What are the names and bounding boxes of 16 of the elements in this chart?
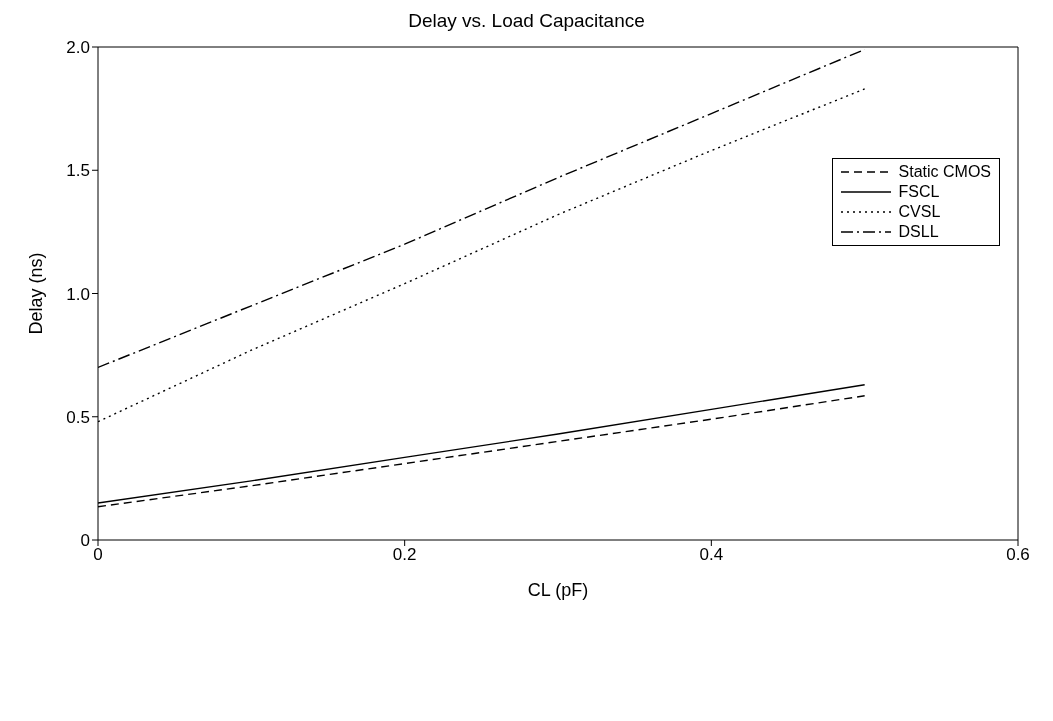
x-tick-label: 0.6 (1006, 545, 1030, 565)
y-tick-label: 0.5 (66, 407, 90, 427)
legend-label: FSCL (898, 183, 940, 201)
chart-title: Delay vs. Load Capacitance (407, 10, 646, 32)
y-tick-label: 1.0 (66, 284, 90, 304)
x-tick-label: 0 (93, 545, 103, 565)
legend-label: Static CMOS (898, 163, 991, 181)
x-tick-label: 0.4 (699, 545, 724, 565)
x-axis-title: CL (pF) (527, 580, 589, 600)
y-tick-label: 1.5 (66, 161, 90, 181)
x-tick-label: 0.2 (392, 545, 417, 565)
y-tick-label: 2.0 (66, 38, 90, 58)
y-tick-label: 0 (80, 531, 90, 551)
legend-label: CVSL (898, 203, 941, 221)
legend-label: DSLL (898, 223, 939, 241)
y-axis-title: Delay (ns) (26, 252, 47, 335)
